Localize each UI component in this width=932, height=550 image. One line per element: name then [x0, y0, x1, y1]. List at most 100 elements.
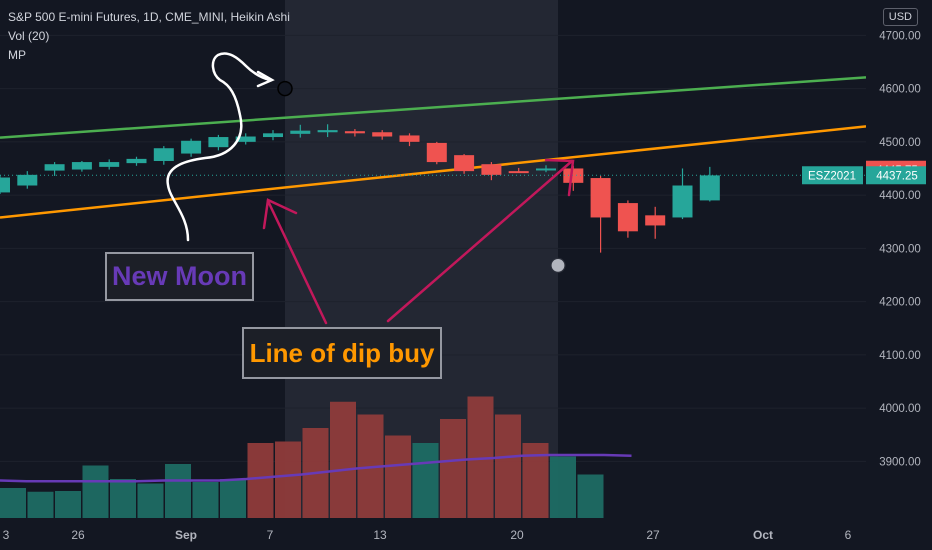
candle	[563, 165, 584, 191]
candle-body	[372, 132, 393, 137]
candle	[181, 138, 202, 157]
volume-bar	[275, 441, 301, 518]
candle-body	[536, 168, 556, 171]
new-moon-marker	[277, 80, 293, 97]
candle-body	[208, 137, 229, 148]
candle-body	[317, 130, 338, 133]
price-tick-label: 4200.00	[879, 297, 921, 309]
candle-body	[71, 162, 92, 170]
drawn-squiggle	[166, 52, 272, 242]
time-tick-label: 3	[3, 528, 10, 542]
price-axis	[866, 0, 932, 550]
volume-bar	[27, 491, 54, 518]
candle-body	[17, 174, 38, 186]
arrow-to-trendline	[266, 199, 328, 325]
squiggle-arrowhead	[256, 70, 275, 88]
candle-body	[263, 133, 283, 138]
candle	[508, 167, 529, 174]
chart-legend: S&P 500 E-mini Futures, 1D, CME_MINI, He…	[8, 8, 290, 65]
current-price-value: 4437.25	[876, 170, 918, 182]
new-moon-annotation[interactable]: New Moon	[105, 252, 254, 301]
time-tick-label: Sep	[175, 528, 197, 542]
candle-body	[426, 142, 447, 163]
candle-body	[481, 164, 502, 175]
candle-body	[126, 158, 147, 164]
candle-body	[153, 148, 174, 162]
arrow-head-right	[544, 158, 575, 197]
symbol-tag-label: ESZ2021	[808, 170, 856, 182]
currency-button[interactable]: USD	[882, 8, 918, 26]
arrow-head-left	[262, 198, 298, 230]
moon-phase-indicator-label[interactable]: MP	[8, 48, 26, 62]
candle-body	[44, 164, 65, 171]
symbol-title[interactable]: S&P 500 E-mini Futures, 1D, CME_MINI, He…	[8, 10, 290, 24]
time-tick-label: 13	[373, 528, 387, 542]
candle-body	[235, 136, 256, 142]
price-tick-label: 4700.00	[879, 30, 921, 42]
volume-ma-line	[0, 453, 632, 483]
candle	[426, 141, 447, 165]
time-tick-label: Oct	[753, 528, 773, 542]
time-tick-label: 20	[510, 528, 524, 542]
time-tick-label: 26	[71, 528, 85, 542]
candle	[290, 124, 311, 138]
volume-bar	[192, 482, 219, 518]
time-axis	[0, 518, 932, 550]
candle	[44, 162, 65, 176]
current-price-tag	[866, 166, 926, 185]
candle	[481, 162, 502, 181]
candle	[590, 175, 611, 253]
candle	[399, 133, 420, 147]
volume-bar	[82, 465, 109, 518]
volume-bar	[110, 479, 136, 518]
volume-bar	[165, 464, 191, 518]
dip-buy-annotation[interactable]: Line of dip buy	[242, 327, 442, 379]
candle	[454, 154, 475, 174]
volume-bar	[385, 435, 411, 518]
candle	[126, 156, 147, 166]
volume-bar	[137, 483, 164, 518]
candle-body	[0, 177, 10, 193]
volume-bar	[577, 474, 604, 518]
candle	[99, 159, 120, 170]
volume-bar	[440, 419, 466, 518]
upper-trendline	[0, 76, 867, 139]
candle-body	[181, 140, 202, 154]
volume-bar	[220, 479, 246, 518]
price-tick-label: 4000.00	[879, 403, 921, 415]
candle-body	[454, 155, 475, 172]
candle	[71, 161, 92, 172]
candle-body	[590, 178, 611, 218]
price-tick-label: 4400.00	[879, 190, 921, 202]
candle-body	[699, 175, 720, 201]
full-moon-marker	[550, 257, 566, 273]
symbol-tag	[802, 166, 863, 185]
volume-bar	[550, 456, 576, 518]
candle	[263, 130, 283, 141]
candle	[645, 206, 666, 239]
volume-bar	[330, 401, 356, 518]
time-tick-label: 27	[646, 528, 660, 542]
lower-trendline	[0, 125, 867, 219]
candle	[344, 129, 365, 137]
candle	[17, 171, 38, 189]
price-tick-label: 3900.00	[879, 456, 921, 468]
time-tick-label: 6	[845, 528, 852, 542]
arrow-to-breakout	[386, 159, 574, 323]
candle	[208, 134, 229, 151]
volume-bar	[0, 488, 26, 518]
candle	[235, 133, 256, 145]
candle-body	[99, 162, 120, 167]
price-tick-label: 4300.00	[879, 243, 921, 255]
candle-body	[672, 185, 693, 218]
candle-body	[645, 215, 666, 226]
candle	[536, 165, 556, 173]
candle-body	[399, 135, 420, 142]
candle	[617, 200, 638, 238]
volume-bar	[495, 414, 521, 518]
candle-body	[290, 130, 311, 134]
volume-indicator-label[interactable]: Vol (20)	[8, 29, 50, 43]
price-tick-label: 4600.00	[879, 84, 921, 96]
time-tick-label: 7	[267, 528, 274, 542]
